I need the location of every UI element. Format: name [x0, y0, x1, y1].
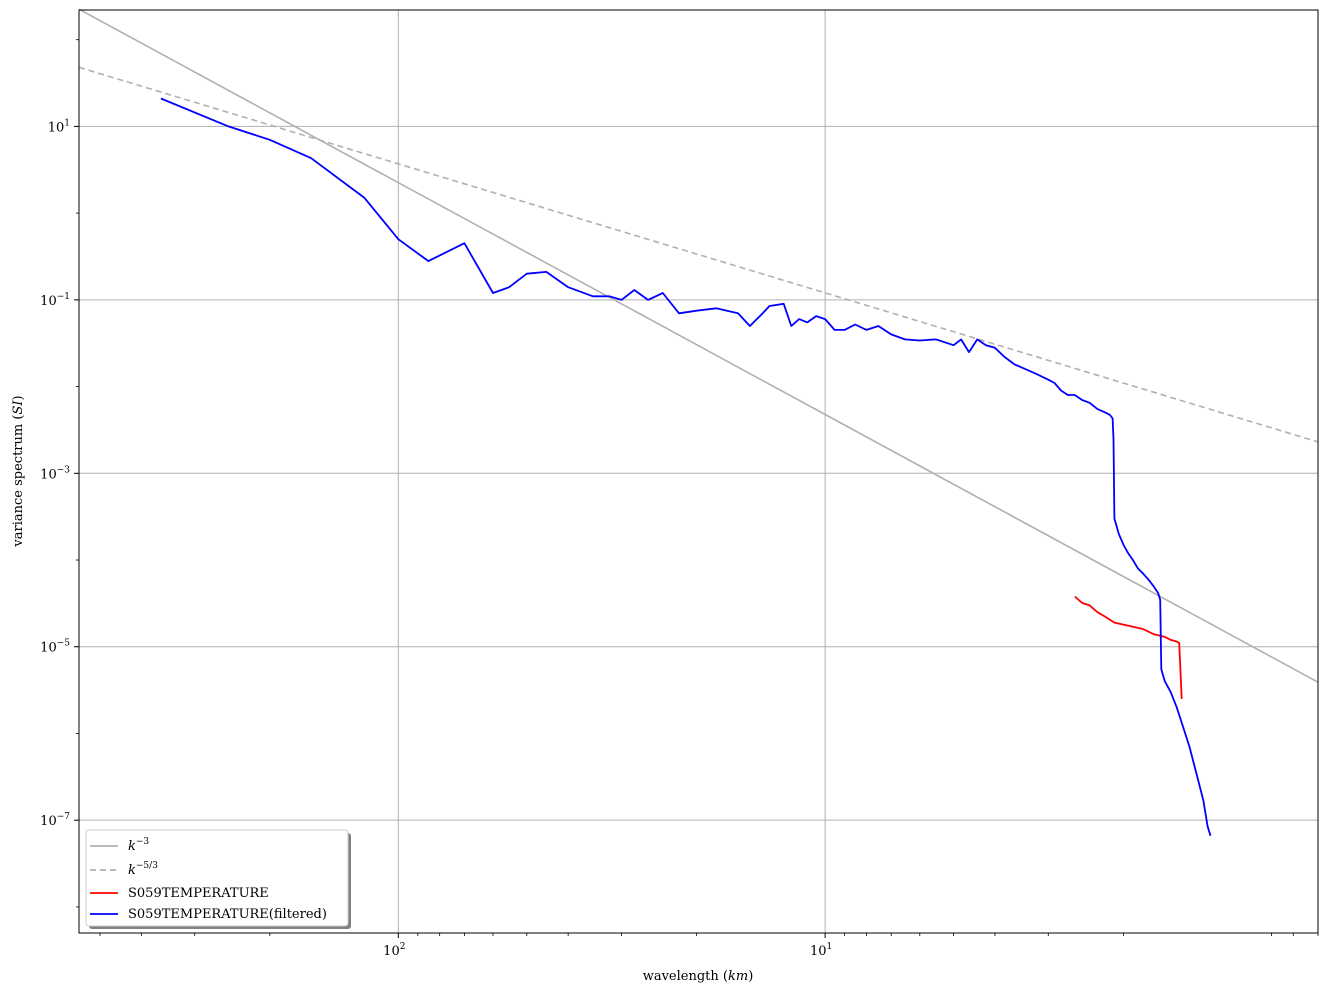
- legend: k−3 k−5/3 S059TEMPERATURE S059TEMPERATUR…: [85, 829, 351, 929]
- y-tick-label: 10−1: [40, 292, 70, 309]
- axis-ticks: 102 101 101 10−1 10−3 10−5 10−7: [40, 118, 832, 959]
- series-line-s059temperature: [1074, 595, 1183, 699]
- x-tick-label: 101: [810, 942, 832, 959]
- series-line-k-3: [78, 8, 1319, 683]
- y-tick-label: 101: [48, 118, 70, 135]
- y-tick-label: 10−3: [40, 465, 70, 482]
- legend-label-k-3: k−3: [128, 837, 149, 854]
- y-tick-label: 10−7: [40, 812, 70, 829]
- legend-label-s059temperature: S059TEMPERATURE: [128, 886, 269, 901]
- plot-frame: [78, 9, 1319, 934]
- x-axis-label: wavelength (km): [643, 969, 754, 984]
- series-line-s059temperature-filtered: [160, 97, 1212, 837]
- series-line-k-5-3: [78, 66, 1319, 443]
- minor-ticks: [76, 39, 1319, 936]
- grid: [79, 10, 1318, 933]
- y-axis-label: variance spectrum (SI): [11, 395, 26, 547]
- legend-label-k-5-3: k−5/3: [128, 861, 158, 878]
- x-tick-label: 102: [383, 942, 405, 959]
- y-tick-label: 10−5: [40, 639, 70, 656]
- series-layer: [78, 8, 1319, 837]
- legend-box: [85, 829, 349, 927]
- legend-label-s059temperature-filtered: S059TEMPERATURE(filtered): [128, 907, 327, 922]
